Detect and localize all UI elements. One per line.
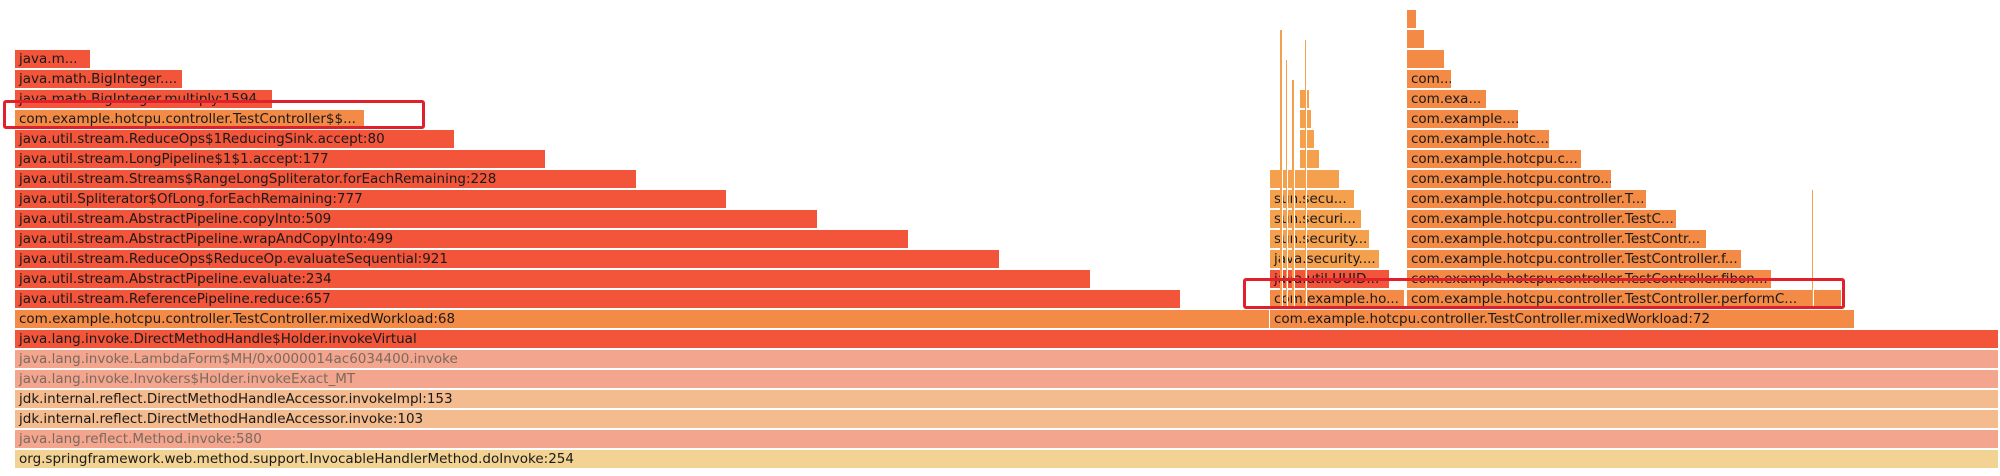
stack-frame-label: com.example.hotcpu.controller.TestContro… — [1411, 291, 1798, 307]
stack-frame-label: java.util.stream.ReduceOps$ReduceOp.eval… — [19, 251, 448, 267]
stack-frame-label: com.... — [1411, 71, 1451, 87]
stack-frame-label: com.example.... — [1411, 111, 1518, 127]
stack-frame-label: java.util.stream.AbstractPipeline.wrapAn… — [19, 231, 394, 247]
stack-frame-label: java.lang.reflect.Method.invoke:580 — [19, 431, 262, 447]
stack-frame-label: com.example.hotcpu.c... — [1411, 151, 1578, 167]
stack-frame[interactable]: jdk.internal.reflect.DirectMethodHandleA… — [15, 410, 1999, 429]
stack-frame-sliver[interactable] — [1286, 60, 1288, 310]
stack-frame-sliver[interactable] — [1292, 80, 1295, 310]
stack-frame[interactable]: java.lang.invoke.Invokers$Holder.invokeE… — [15, 370, 1999, 389]
stack-frame[interactable]: java.util.UUID... — [1270, 270, 1390, 289]
stack-frame-label: com.example.hotcpu.contro... — [1411, 171, 1611, 187]
stack-frame[interactable] — [1407, 30, 1425, 49]
stack-frame-label: com.example.hotcpu.controller.TestContro… — [1411, 271, 1768, 287]
stack-frame-label: org.springframework.web.method.support.I… — [19, 451, 574, 467]
stack-frame[interactable]: com.example.hotcpu.contro... — [1407, 170, 1612, 189]
stack-frame-sliver[interactable] — [1305, 40, 1307, 310]
stack-frame-label: com.example.hotcpu.controller.TestC... — [1411, 211, 1674, 227]
stack-frame-label: java.security.... — [1274, 251, 1376, 267]
stack-frame[interactable]: java.util.Spliterator$OfLong.forEachRema… — [15, 190, 727, 209]
stack-frame-label: java.util.stream.AbstractPipeline.evalua… — [19, 271, 332, 287]
stack-frame-label: com.example.hotcpu.controller.TestContro… — [1274, 311, 1711, 327]
stack-frame-label: java.util.stream.ReduceOps$1ReducingSink… — [19, 131, 385, 147]
stack-frame-label: java.util.stream.LongPipeline$1$1.accept… — [19, 151, 329, 167]
stack-frame-label: java.util.Spliterator$OfLong.forEachRema… — [19, 191, 363, 207]
stack-frame[interactable]: com.example.ho... — [1270, 290, 1405, 309]
stack-frame[interactable]: java.util.stream.ReferencePipeline.reduc… — [15, 290, 1181, 309]
stack-frame[interactable]: jdk.internal.reflect.DirectMethodHandleA… — [15, 390, 1999, 409]
stack-frame[interactable]: java.math.BigInteger.multiply:1594 — [15, 90, 273, 109]
stack-frame-label: sun.security... — [1274, 231, 1368, 247]
stack-frame-label: com.example.ho... — [1274, 291, 1399, 307]
stack-frame[interactable]: java.util.stream.ReduceOps$1ReducingSink… — [15, 130, 455, 149]
stack-frame-label: java.m... — [19, 51, 78, 67]
stack-frame[interactable]: java.security.... — [1270, 250, 1380, 269]
stack-frame[interactable]: com.... — [1407, 70, 1452, 89]
stack-frame[interactable]: com.example.hotcpu.controller.T... — [1407, 190, 1647, 209]
stack-frame[interactable]: com.example.hotcpu.controller.TestContro… — [1407, 250, 1742, 269]
stack-frame[interactable]: java.m... — [15, 50, 91, 69]
stack-frame-label: java.util.stream.AbstractPipeline.copyIn… — [19, 211, 332, 227]
stack-frame[interactable]: com.example.hotcpu.controller.TestContro… — [1270, 310, 1855, 329]
stack-frame[interactable]: com.example.hotcpu.controller.TestContro… — [1407, 290, 1842, 309]
stack-frame-label: sun.securi... — [1274, 211, 1356, 227]
stack-frame[interactable] — [1300, 150, 1320, 169]
stack-frame-label: java.lang.invoke.DirectMethodHandle$Hold… — [19, 331, 417, 347]
stack-frame-label: java.math.BigInteger.... — [19, 71, 178, 87]
stack-frame[interactable]: java.util.stream.AbstractPipeline.wrapAn… — [15, 230, 909, 249]
stack-frame[interactable]: com.example.hotcpu.controller.TestContro… — [15, 310, 1270, 329]
stack-frame[interactable]: java.util.stream.ReduceOps$ReduceOp.eval… — [15, 250, 1000, 269]
stack-frame-label: jdk.internal.reflect.DirectMethodHandleA… — [19, 411, 424, 427]
stack-frame[interactable]: java.lang.invoke.DirectMethodHandle$Hold… — [15, 330, 1999, 349]
stack-frame[interactable]: java.util.stream.AbstractPipeline.copyIn… — [15, 210, 818, 229]
stack-frame-label: com.example.hotcpu.controller.TestContr.… — [1411, 231, 1701, 247]
stack-frame[interactable]: com.example.hotcpu.controller.TestContr.… — [1407, 230, 1707, 249]
stack-frame[interactable] — [1300, 130, 1315, 149]
stack-frame-label: com.example.hotcpu.controller.TestContro… — [19, 111, 356, 127]
stack-frame-label: com.example.hotcpu.controller.TestContro… — [1411, 251, 1738, 267]
stack-frame-label: com.example.hotcpu.controller.TestContro… — [19, 311, 456, 327]
stack-frame-label: java.math.BigInteger.multiply:1594 — [19, 91, 258, 107]
stack-frame-label: com.example.hotc... — [1411, 131, 1549, 147]
stack-frame[interactable]: com.exa... — [1407, 90, 1487, 109]
stack-frame[interactable]: com.example.hotcpu.controller.TestContro… — [15, 110, 365, 129]
stack-frame[interactable]: java.lang.reflect.Method.invoke:580 — [15, 430, 1999, 449]
stack-frame-label: java.lang.invoke.LambdaForm$MH/0x0000014… — [19, 351, 458, 367]
stack-frame-sliver[interactable] — [1812, 190, 1814, 310]
stack-frame[interactable]: org.springframework.web.method.support.I… — [15, 450, 1999, 469]
stack-frame-label: com.exa... — [1411, 91, 1482, 107]
stack-frame[interactable]: com.example.hotc... — [1407, 130, 1550, 149]
stack-frame[interactable]: com.example.hotcpu.c... — [1407, 150, 1582, 169]
stack-frame[interactable]: java.math.BigInteger.... — [15, 70, 183, 89]
stack-frame-label: java.lang.invoke.Invokers$Holder.invokeE… — [19, 371, 356, 387]
stack-frame[interactable]: com.example.hotcpu.controller.TestC... — [1407, 210, 1677, 229]
stack-frame[interactable]: java.lang.invoke.LambdaForm$MH/0x0000014… — [15, 350, 1999, 369]
stack-frame-label: com.example.hotcpu.controller.T... — [1411, 191, 1645, 207]
stack-frame[interactable]: java.util.stream.Streams$RangeLongSplite… — [15, 170, 637, 189]
stack-frame-sliver[interactable] — [1280, 30, 1283, 310]
stack-frame[interactable]: com.example.hotcpu.controller.TestContro… — [1407, 270, 1772, 289]
stack-frame[interactable]: java.util.stream.AbstractPipeline.evalua… — [15, 270, 1091, 289]
stack-frame-label: java.util.stream.Streams$RangeLongSplite… — [19, 171, 497, 187]
stack-frame[interactable]: sun.securi... — [1270, 210, 1362, 229]
stack-frame[interactable]: com.example.... — [1407, 110, 1519, 129]
stack-frame[interactable]: java.util.stream.LongPipeline$1$1.accept… — [15, 150, 546, 169]
stack-frame-label: java.util.stream.ReferencePipeline.reduc… — [19, 291, 331, 307]
stack-frame[interactable] — [1407, 10, 1417, 29]
stack-frame[interactable]: sun.security... — [1270, 230, 1370, 249]
stack-frame[interactable] — [1407, 50, 1445, 69]
stack-frame-label: jdk.internal.reflect.DirectMethodHandleA… — [19, 391, 453, 407]
